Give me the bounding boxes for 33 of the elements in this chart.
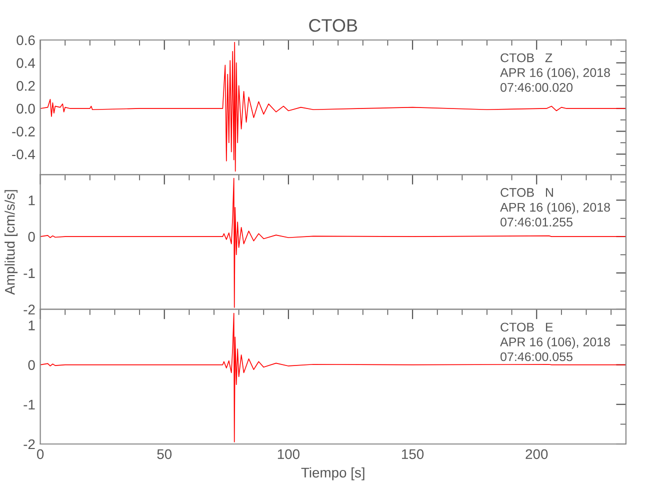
y-tick-label: -2	[24, 304, 35, 314]
x-tick-label: 200	[526, 449, 548, 460]
annotation: APR 16 (106), 2018	[500, 337, 610, 349]
annotation: 07:46:00.020	[500, 82, 573, 92]
x-tick-label: 0	[36, 449, 44, 460]
y-axis-title: Amplitud [cm/s/s]	[4, 190, 18, 295]
x-tick-label: 50	[157, 449, 172, 460]
annotation: 07:46:01.255	[500, 218, 572, 226]
y-tick-label: 1	[28, 196, 35, 206]
y-tick-label: -0.4	[12, 149, 36, 160]
annotation: APR 16 (106), 2018	[500, 202, 610, 214]
chart-title: CTOB	[309, 19, 358, 32]
annotation: CTOB N	[500, 188, 553, 197]
y-tick-label: -2	[24, 439, 35, 450]
annotation: APR 16 (106), 2018	[500, 68, 610, 80]
y-tick-label: -1	[24, 268, 35, 278]
y-tick-label: 0.6	[16, 35, 35, 46]
annotation: CTOB E	[500, 322, 553, 332]
y-tick-label: 0	[28, 360, 35, 370]
line-series	[40, 312, 626, 442]
annotation: 07:46:00.055	[500, 352, 572, 362]
y-tick-label: 0	[28, 232, 35, 242]
y-tick-label: -1	[24, 400, 35, 410]
x-tick-label: 100	[278, 449, 300, 460]
line-series	[40, 42, 626, 172]
y-tick-label: 0.2	[16, 80, 35, 91]
y-tick-label: 0.0	[16, 104, 35, 114]
y-tick-label: 1	[28, 320, 35, 330]
y-tick-label: 0.4	[16, 58, 36, 68]
y-tick-label: -0.2	[12, 126, 35, 136]
x-axis-title: Tiempo [s]	[301, 467, 364, 480]
annotation: CTOB Z	[500, 53, 552, 62]
x-tick-label: 150	[402, 449, 424, 460]
